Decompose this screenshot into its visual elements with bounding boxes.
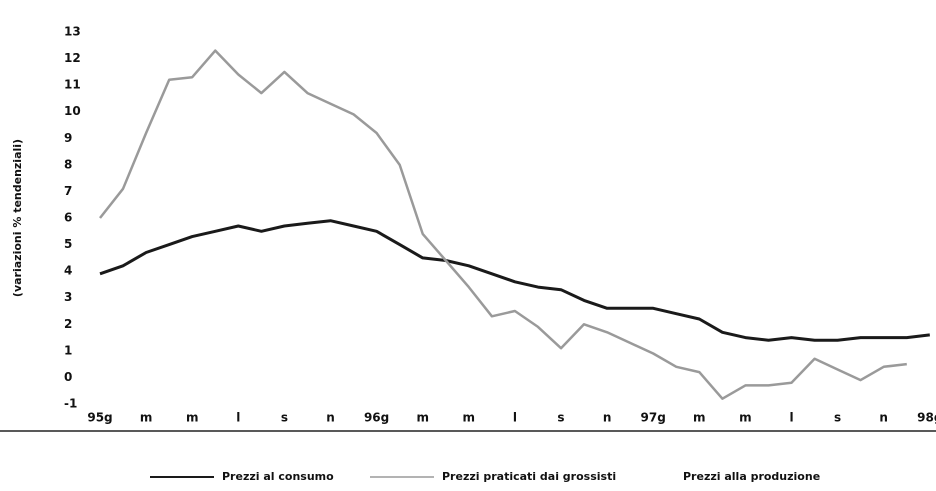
y-tick-label: 9 [64, 131, 72, 145]
x-tick-label: m [140, 411, 153, 425]
x-tick-label: m [463, 411, 476, 425]
x-tick-label: m [693, 411, 706, 425]
x-tick-label: 95g [87, 411, 112, 425]
y-tick-label: 5 [64, 237, 72, 251]
series-line [99, 219, 930, 342]
y-tick-label: 2 [64, 317, 72, 331]
y-tick-label: 10 [64, 104, 81, 118]
x-tick-label: m [416, 411, 429, 425]
x-tick-label: 96g [364, 411, 389, 425]
y-tick-label: 4 [64, 264, 72, 278]
x-tick-label: 98g [917, 411, 936, 425]
x-tick-label: n [326, 411, 335, 425]
y-tick-label: 6 [64, 211, 72, 225]
x-tick-label: s [281, 411, 288, 425]
x-tick-label: s [557, 411, 564, 425]
x-tick-label: l [236, 411, 240, 425]
y-tick-label: 13 [64, 25, 81, 39]
y-tick-label: -1 [64, 397, 77, 411]
y-tick-label: 7 [64, 184, 72, 198]
x-tick-label: n [603, 411, 612, 425]
y-tick-label: 11 [64, 78, 81, 92]
x-tick-label: 97g [641, 411, 666, 425]
legend-label: Prezzi al consumo [222, 470, 334, 483]
legend-label: Prezzi praticati dai grossisti [442, 470, 616, 483]
y-tick-label: 0 [64, 370, 72, 384]
y-axis-label: (variazioni % tendenziali) [11, 139, 24, 297]
y-tick-label: 3 [64, 290, 72, 304]
y-tick-label: 8 [64, 157, 72, 171]
x-tick-label: m [186, 411, 199, 425]
series-line [99, 49, 907, 400]
x-tick-label: l [789, 411, 793, 425]
x-tick-label: n [879, 411, 888, 425]
y-tick-label: 1 [64, 343, 72, 357]
x-tick-label: m [739, 411, 752, 425]
y-tick-label: 12 [64, 51, 81, 65]
x-tick-label: l [513, 411, 517, 425]
legend-label: Prezzi alla produzione [683, 470, 820, 483]
x-tick-label: s [834, 411, 841, 425]
